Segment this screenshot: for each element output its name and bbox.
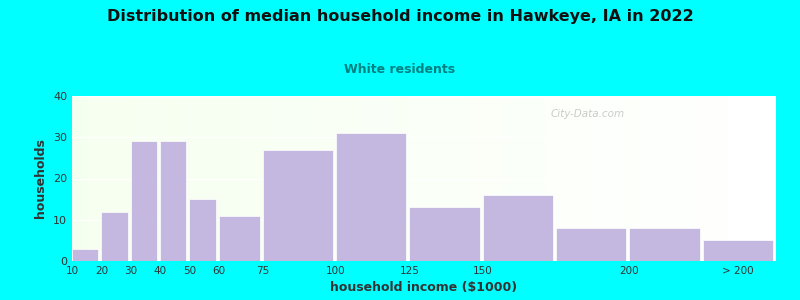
Bar [702,240,773,261]
Bar [556,228,626,261]
Text: City-Data.com: City-Data.com [550,109,625,119]
Bar [102,212,128,261]
Bar [482,195,553,261]
Bar [336,133,406,261]
Bar [218,216,260,261]
Bar [630,228,700,261]
Bar [190,199,216,261]
Bar [72,249,98,261]
Y-axis label: households: households [34,139,47,218]
Bar [130,141,157,261]
Bar [262,150,333,261]
X-axis label: household income ($1000): household income ($1000) [330,281,518,294]
Text: White residents: White residents [345,63,455,76]
Bar [160,141,186,261]
Bar [410,207,480,261]
Text: Distribution of median household income in Hawkeye, IA in 2022: Distribution of median household income … [106,9,694,24]
